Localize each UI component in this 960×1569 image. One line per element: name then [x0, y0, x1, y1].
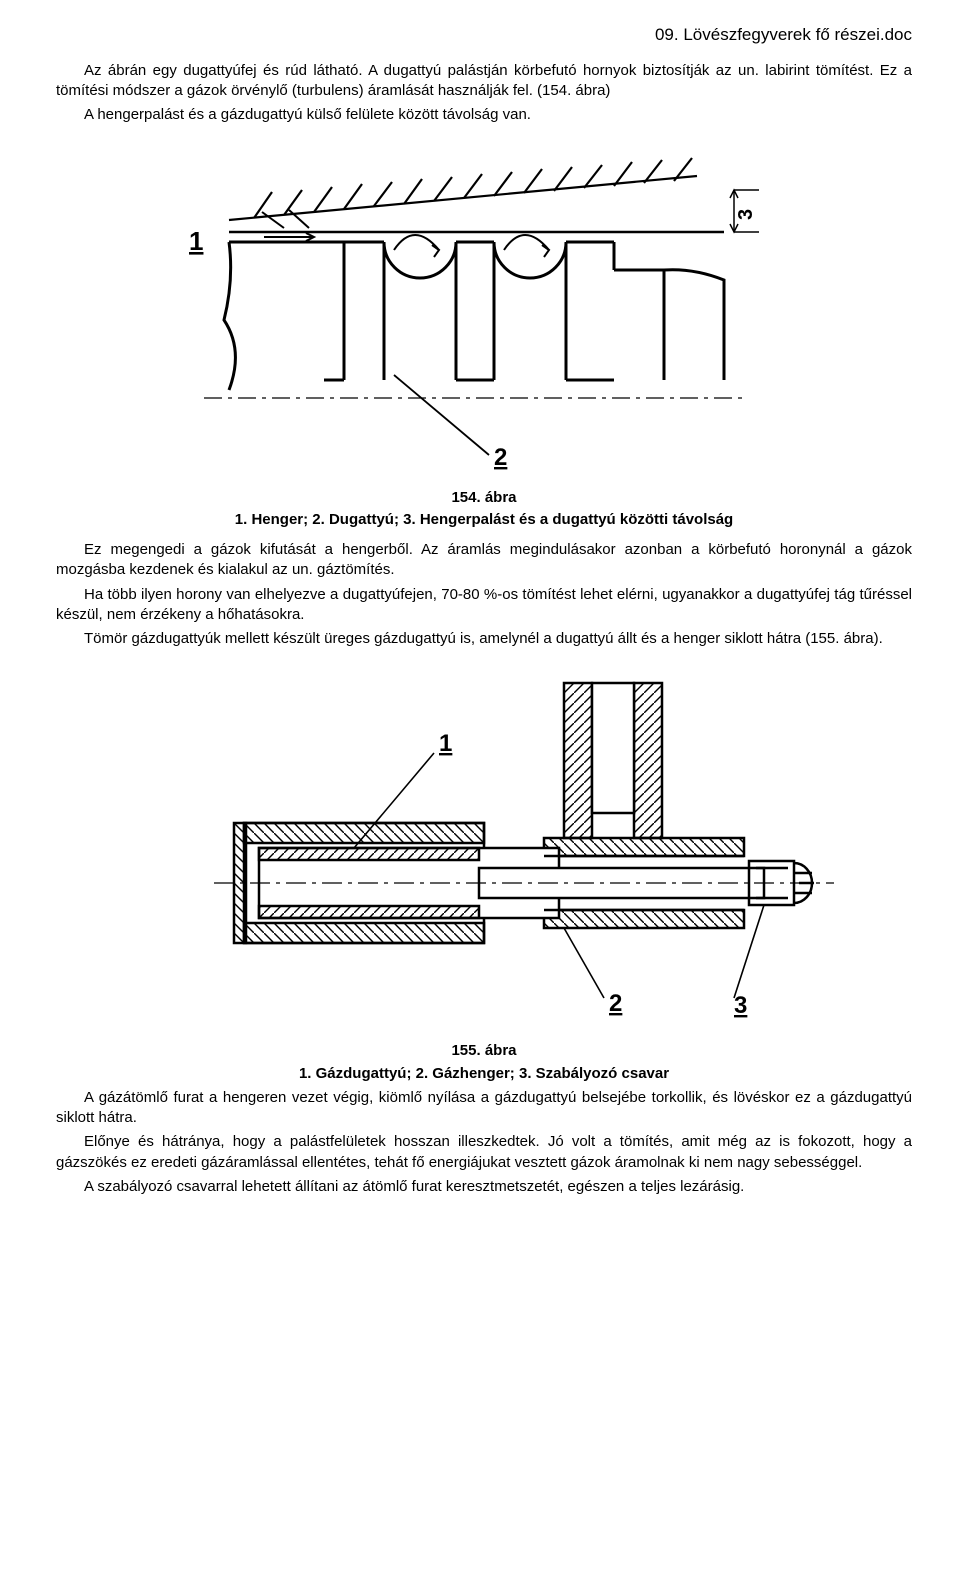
tail-p2: Előnye és hátránya, hogy a palástfelület… [56, 1132, 912, 1173]
page-header: 09. Lövészfegyverek fő részei.doc [56, 24, 912, 47]
intro-p2: A hengerpalást és a gázdugattyú külső fe… [56, 105, 912, 125]
mid-p3: Tömör gázdugattyúk mellett készült ürege… [56, 629, 912, 649]
fig155-label-2: 2 [609, 990, 622, 1017]
tail-p1: A gázátömlő furat a hengeren vezet végig… [56, 1088, 912, 1129]
fig155-label-1: 1 [439, 730, 452, 757]
tail-p3: A szabályozó csavarral lehetett állítani… [56, 1177, 912, 1197]
fig154-label-2: 2 [494, 444, 507, 471]
fig154-caption: 154. ábra [56, 488, 912, 508]
fig155-legend: 1. Gázdugattyú; 2. Gázhenger; 3. Szabály… [56, 1064, 912, 1084]
fig155-label-3: 3 [734, 992, 747, 1019]
intro-p1: Az ábrán egy dugattyúfej és rúd látható.… [56, 61, 912, 102]
fig155-caption: 155. ábra [56, 1041, 912, 1061]
mid-p1: Ez megengedi a gázok kifutását a hengerb… [56, 540, 912, 581]
figure-154: 3 [56, 150, 912, 480]
fig154-label-3: 3 [735, 209, 757, 220]
mid-p2: Ha több ilyen horony van elhelyezve a du… [56, 585, 912, 626]
fig154-label-1: 1 [189, 226, 203, 256]
fig154-legend: 1. Henger; 2. Dugattyú; 3. Hengerpalást … [56, 510, 912, 530]
figure-155: 1 2 3 [56, 673, 912, 1033]
